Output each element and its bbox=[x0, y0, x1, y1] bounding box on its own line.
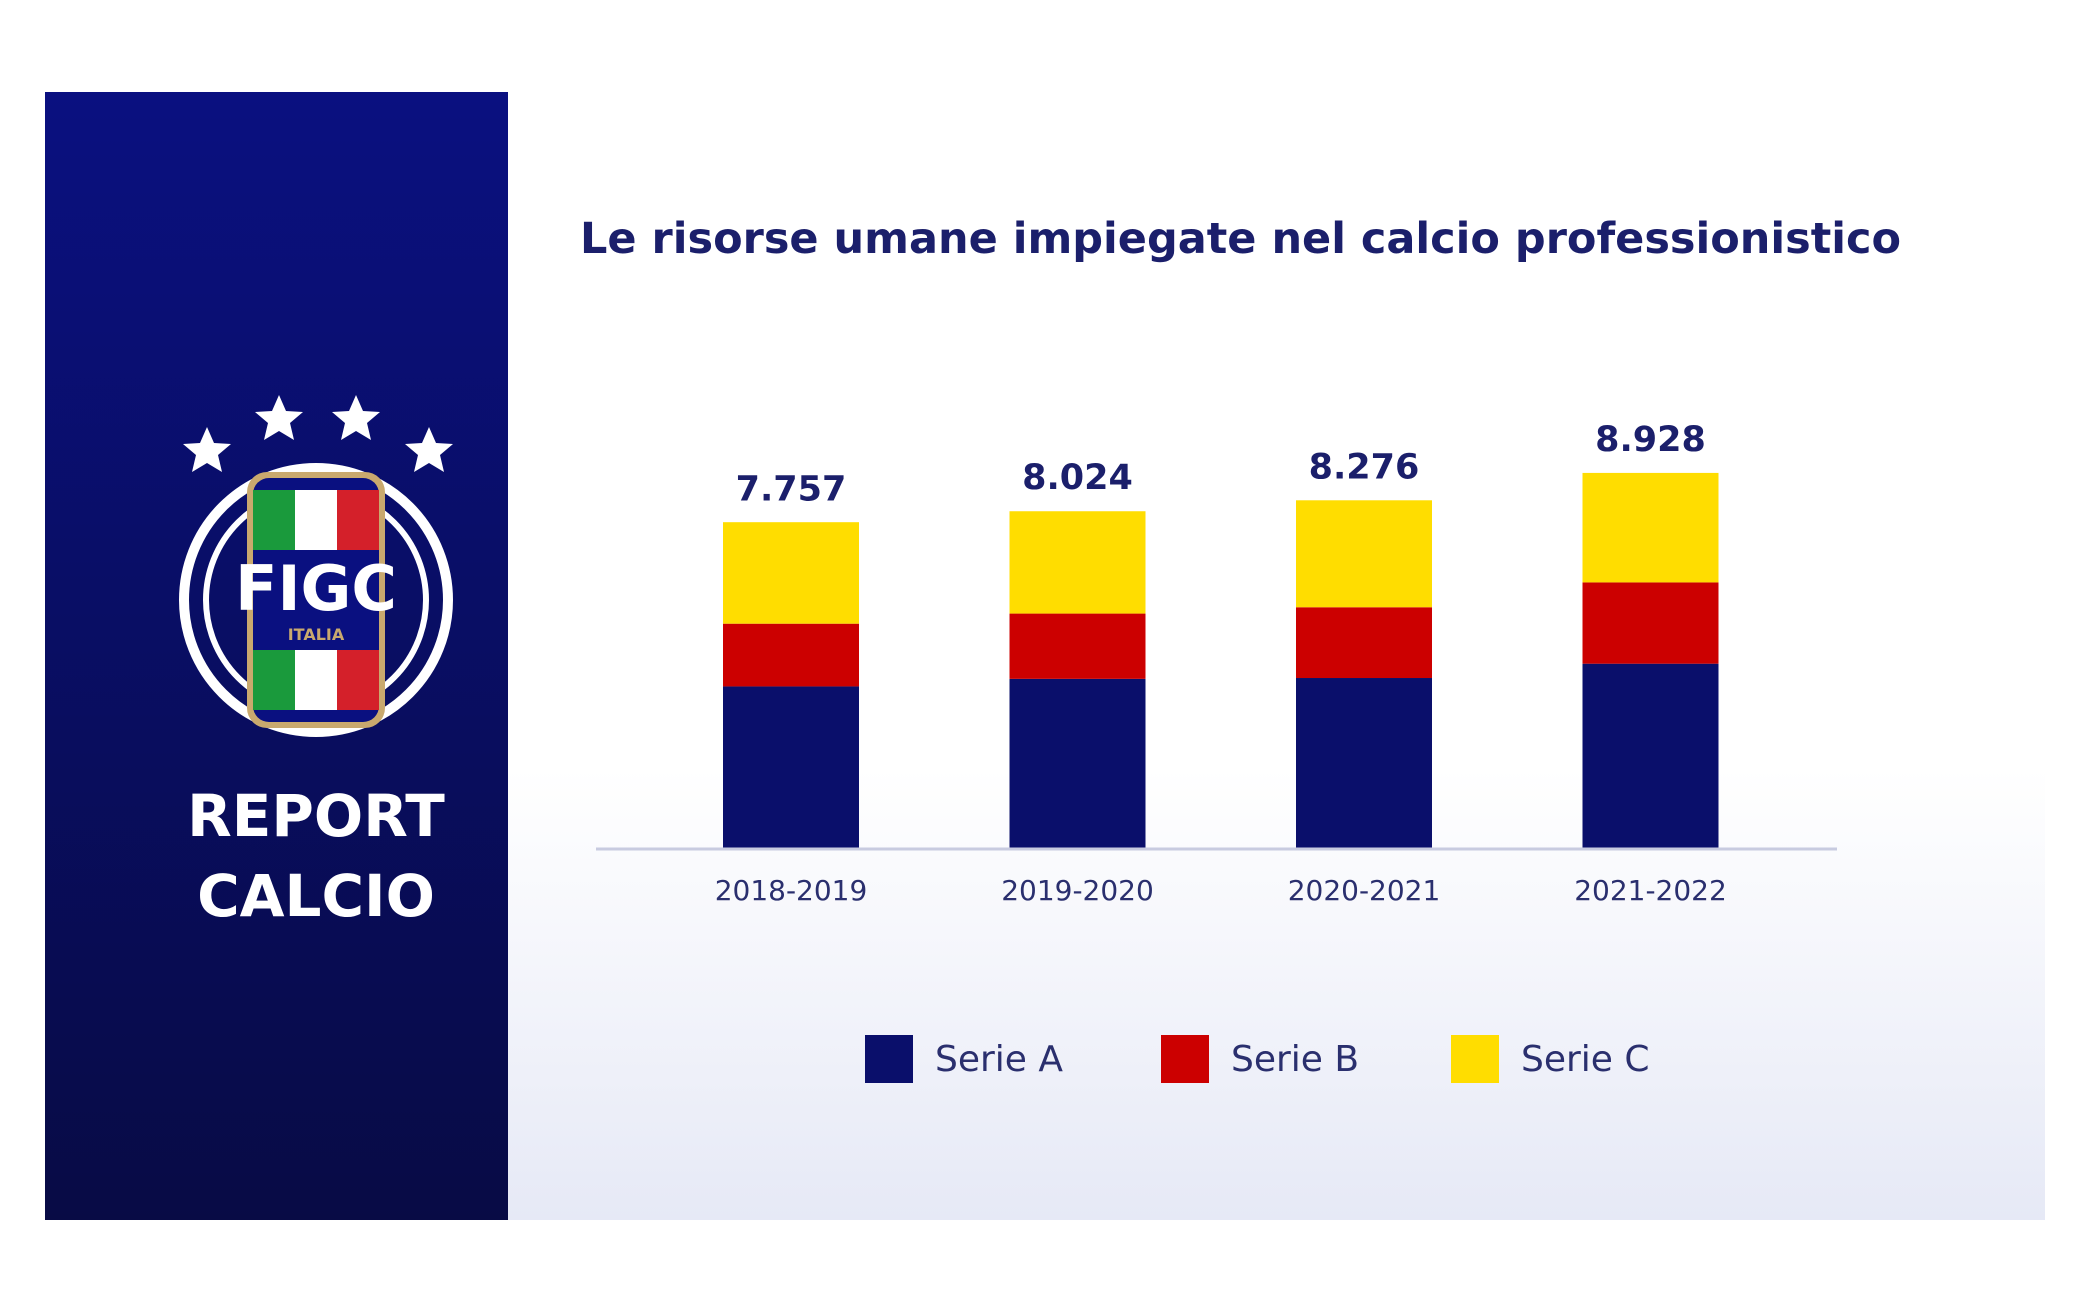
logo-subtext: ITALIA bbox=[288, 625, 345, 644]
x-tick-label: 2020-2021 bbox=[1288, 874, 1441, 907]
bar-segment bbox=[723, 686, 859, 849]
legend-label: Serie A bbox=[935, 1039, 1063, 1080]
total-label: 8.276 bbox=[1309, 447, 1420, 487]
logo-text: FIGC bbox=[235, 552, 397, 625]
bar-segment bbox=[723, 522, 859, 624]
legend-swatch bbox=[1161, 1035, 1209, 1083]
panel-title: CALCIO bbox=[197, 862, 435, 930]
total-label: 8.024 bbox=[1022, 458, 1133, 498]
bar-segment bbox=[723, 623, 859, 687]
bar-segment bbox=[1009, 613, 1146, 679]
legend-swatch bbox=[1451, 1035, 1499, 1083]
x-tick-label: 2019-2020 bbox=[1001, 874, 1154, 907]
legend-swatch bbox=[865, 1035, 913, 1083]
legend-label: Serie B bbox=[1231, 1039, 1359, 1080]
bar-segment bbox=[1582, 663, 1719, 849]
logo: FIGC ITALIA bbox=[179, 395, 453, 737]
legend-label: Serie C bbox=[1521, 1039, 1650, 1080]
total-label: 7.757 bbox=[736, 469, 847, 509]
x-tick-label: 2018-2019 bbox=[715, 874, 868, 907]
bar-segment bbox=[1296, 607, 1432, 679]
chart-title: Le risorse umane impiegate nel calcio pr… bbox=[580, 214, 1901, 264]
bar-segment bbox=[1296, 678, 1432, 849]
bar-segment bbox=[1009, 511, 1146, 614]
panel-title: REPORT bbox=[187, 782, 445, 850]
bar-segment bbox=[1296, 500, 1432, 608]
bar-segment bbox=[1582, 582, 1719, 664]
x-tick-label: 2021-2022 bbox=[1574, 874, 1727, 907]
bar-segment bbox=[1009, 678, 1146, 849]
bar-segment bbox=[1582, 472, 1719, 583]
total-label: 8.928 bbox=[1595, 420, 1706, 460]
